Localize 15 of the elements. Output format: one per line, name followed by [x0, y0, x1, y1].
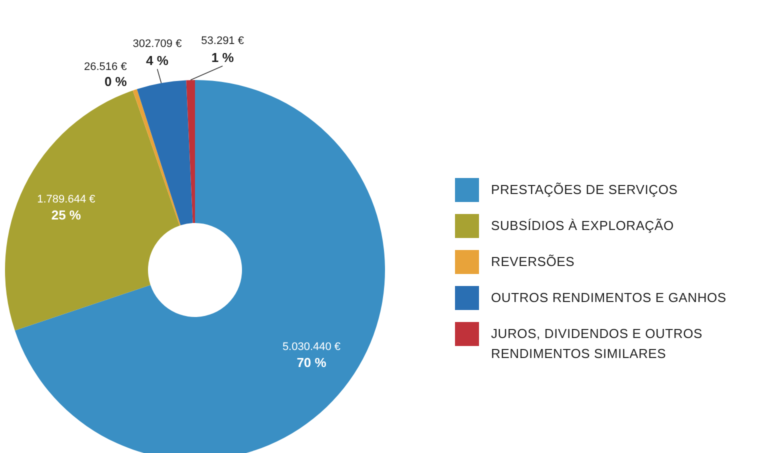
data-label: 26.516 €	[84, 60, 127, 73]
text: 4 %	[146, 53, 168, 68]
text: 70 %	[296, 354, 326, 370]
text: 1 %	[211, 50, 234, 66]
text: 0 %	[104, 74, 127, 89]
data-label: 5.030.440 €	[282, 340, 341, 353]
legend-label: SUBSÍDIOS À EXPLORAÇÃO	[491, 217, 674, 235]
legend-label: REVERSÕES	[491, 253, 575, 271]
legend-label: OUTROS RENDIMENTOS E GANHOS	[491, 289, 726, 307]
data-label: 53.291 €	[201, 35, 244, 48]
data-label: 1.789.644 €	[37, 194, 96, 206]
data-label: 302.709 €	[132, 38, 182, 50]
legend-label: JUROS, DIVIDENDOS E OUTROS RENDIMENTOS SIMILARES	[491, 325, 704, 363]
text: 25 %	[51, 208, 82, 223]
legend-label: PRESTAÇÕES DE SERVIÇOS	[491, 181, 678, 199]
